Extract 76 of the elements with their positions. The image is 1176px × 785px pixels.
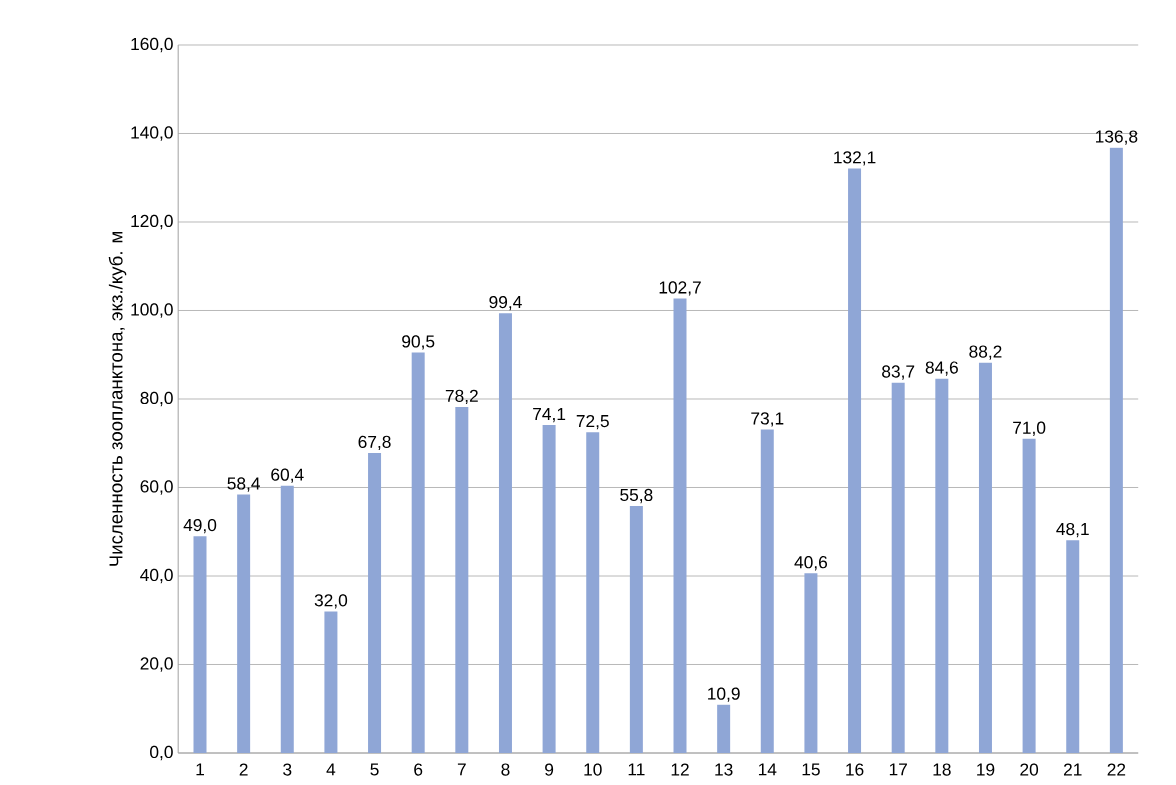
data-label: 99,4	[489, 295, 522, 311]
y-tick-label: 0,0	[150, 745, 173, 761]
x-tick-label: 6	[414, 763, 423, 776]
x-tick-label: 20	[1020, 763, 1039, 776]
bar	[1109, 147, 1123, 753]
data-label: 72,5	[576, 414, 609, 430]
data-label: 88,2	[969, 345, 1002, 360]
y-tick-label: 20,0	[140, 657, 173, 672]
bar	[498, 313, 512, 753]
bar	[717, 704, 731, 753]
x-tick-label: 5	[370, 763, 379, 776]
y-tick-label: 40,0	[140, 568, 173, 584]
bar	[1022, 438, 1036, 753]
x-tick-label: 13	[715, 763, 733, 776]
bar	[935, 378, 949, 753]
bar	[760, 429, 774, 753]
bar	[891, 382, 905, 753]
data-label: 73,1	[751, 412, 784, 427]
bar	[324, 611, 338, 753]
data-label: 40,6	[794, 556, 828, 571]
x-tick-label: 12	[671, 763, 689, 776]
data-label: 67,8	[358, 435, 391, 451]
bar	[1066, 540, 1080, 753]
data-label: 84,6	[925, 361, 958, 376]
data-label: 136,8	[1096, 130, 1138, 145]
data-label: 48,1	[1056, 522, 1089, 538]
bar	[586, 432, 600, 753]
x-tick-label: 7	[457, 763, 466, 776]
data-label: 49,0	[183, 518, 217, 534]
x-tick-label: 16	[846, 763, 864, 776]
bar	[193, 536, 207, 753]
bar	[978, 362, 992, 753]
bar	[542, 425, 556, 753]
y-tick-label: 100,0	[131, 303, 173, 318]
x-tick-label: 2	[239, 763, 248, 776]
x-tick-label: 22	[1107, 763, 1126, 776]
bar	[804, 573, 818, 753]
bar	[848, 168, 862, 753]
bar	[368, 452, 382, 753]
bar	[237, 494, 251, 753]
bar	[455, 406, 469, 753]
y-tick-label: 160,0	[131, 37, 173, 53]
data-label: 102,7	[659, 281, 701, 296]
bar	[411, 352, 425, 753]
x-tick-label: 18	[933, 763, 951, 776]
x-tick-label: 4	[326, 763, 336, 776]
data-label: 60,4	[271, 468, 304, 483]
data-label: 83,7	[882, 365, 915, 380]
data-label: 32,0	[314, 594, 348, 609]
y-tick-label: 80,0	[140, 391, 173, 407]
y-tick-label: 120,0	[131, 214, 173, 230]
x-tick-label: 11	[628, 763, 645, 776]
x-tick-label: 21	[1063, 763, 1082, 776]
x-tick-label: 1	[196, 763, 204, 776]
x-tick-label: 15	[802, 763, 820, 776]
data-label: 90,5	[402, 335, 435, 350]
x-tick-label: 9	[545, 763, 554, 776]
data-label: 71,0	[1013, 421, 1046, 436]
x-tick-label: 8	[501, 763, 510, 776]
y-axis-title: Численность зоопланктона, экз./куб. м	[108, 232, 127, 566]
bar	[280, 485, 294, 753]
bar	[673, 298, 687, 753]
x-tick-label: 17	[889, 763, 907, 776]
data-label: 74,1	[533, 408, 566, 423]
data-label: 132,1	[834, 151, 876, 166]
data-label: 10,9	[708, 687, 740, 702]
y-tick-label: 60,0	[140, 480, 173, 495]
y-tick-label: 140,0	[131, 126, 173, 141]
data-label: 55,8	[620, 488, 653, 504]
x-tick-label: 10	[584, 763, 602, 776]
x-tick-label: 19	[977, 763, 995, 776]
data-label: 78,2	[445, 389, 478, 405]
data-label: 58,4	[227, 477, 260, 492]
x-tick-label: 14	[758, 763, 777, 776]
bar	[629, 506, 643, 753]
x-tick-label: 3	[283, 763, 292, 776]
